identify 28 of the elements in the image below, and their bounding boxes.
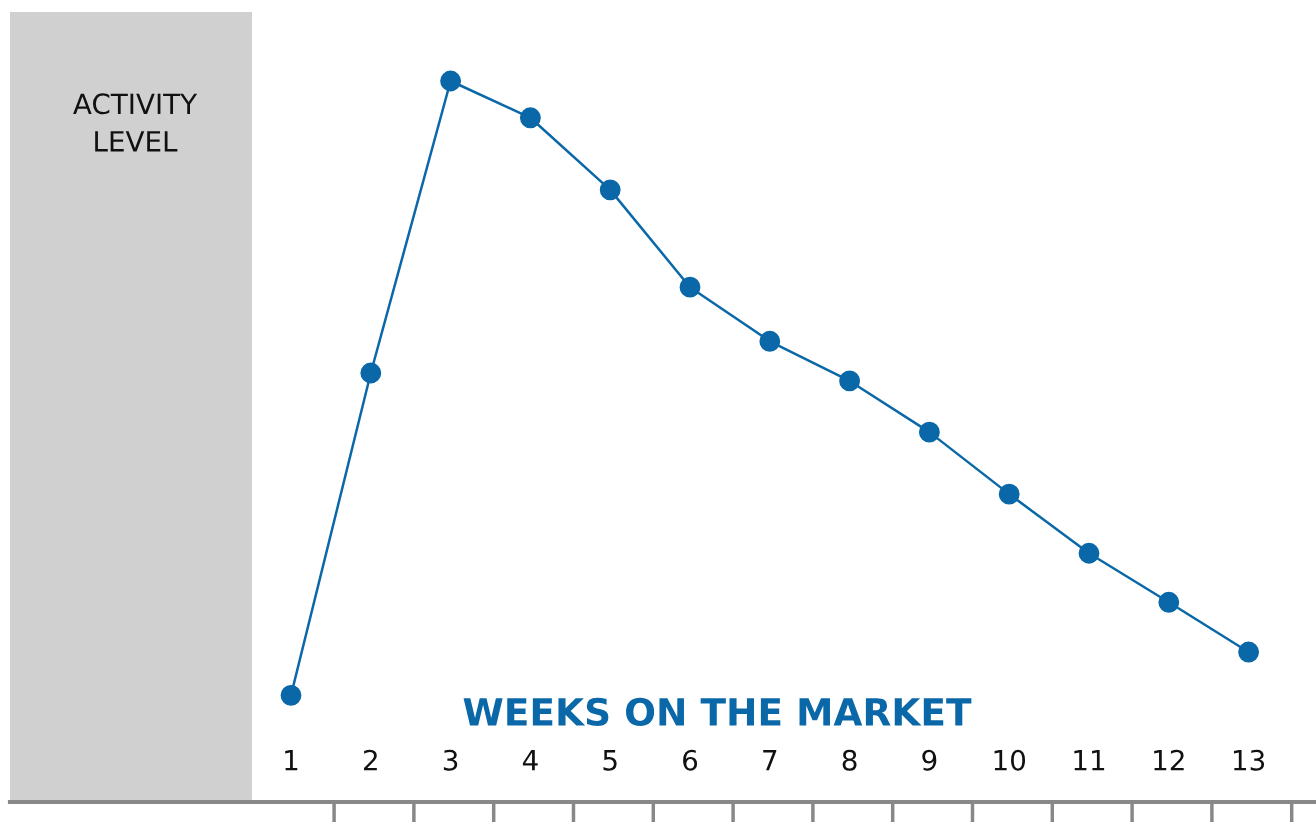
point — [1238, 641, 1260, 663]
point — [1078, 542, 1100, 564]
x-tick-label: 2 — [364, 749, 377, 771]
x-tick-label: 4 — [522, 750, 538, 771]
x-tick-label: 1 — [285, 750, 298, 771]
x-tick-label: 5 — [603, 750, 617, 771]
point — [759, 330, 781, 352]
x-tick-label: 12 — [1154, 749, 1184, 771]
point — [839, 370, 861, 392]
x-tick-label: 13 — [1233, 749, 1265, 771]
x-tick-label: 11 — [1074, 750, 1105, 771]
x-tick-label: 9 — [922, 749, 937, 771]
point — [519, 107, 541, 129]
point — [679, 276, 701, 298]
x-tick-label: 10 — [994, 749, 1026, 771]
point — [599, 179, 621, 201]
point — [280, 684, 302, 706]
point — [440, 70, 462, 92]
x-axis-title: WEEKS ON THE MARKET — [463, 697, 972, 727]
point — [360, 362, 382, 384]
point — [918, 421, 940, 443]
y-axis-title: ACTIVITY LEVEL — [73, 93, 198, 152]
x-tick-label: 6 — [683, 749, 698, 771]
x-tick-label: 3 — [443, 749, 458, 771]
point — [1158, 591, 1180, 613]
x-tick-label: 7 — [763, 750, 777, 771]
x-tick-label: 8 — [842, 749, 857, 771]
point — [998, 483, 1020, 505]
